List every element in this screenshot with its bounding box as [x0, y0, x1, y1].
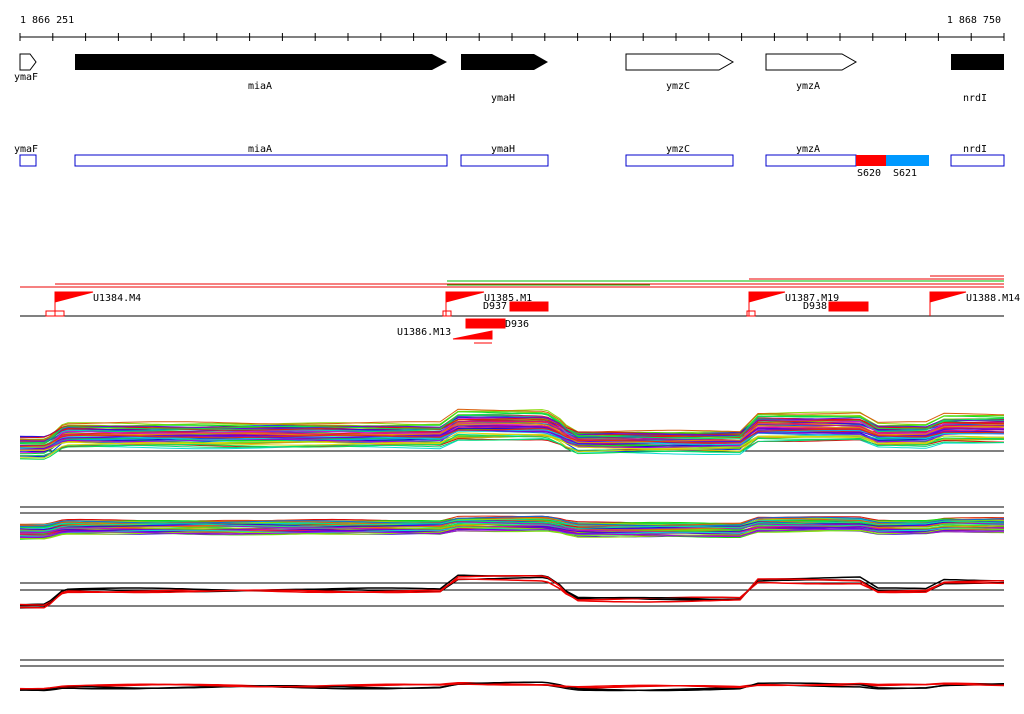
profile-line — [20, 519, 1005, 532]
feature-lines — [20, 275, 1004, 317]
feature-label: U1385.M1 — [484, 293, 532, 304]
feature-flags — [45, 291, 967, 344]
profile-line — [19, 521, 1005, 533]
feature-label: U1386.M13 — [397, 327, 451, 338]
region-label: nrdI — [963, 144, 987, 155]
gene-arrow — [19, 53, 37, 71]
region-boxes — [19, 154, 1005, 167]
profile-line — [19, 428, 1005, 447]
region-label: ymaH — [491, 144, 515, 155]
profile-line — [19, 515, 1005, 527]
profile-line — [19, 416, 1005, 443]
profile-line — [19, 578, 1005, 606]
gene-label: miaA — [248, 81, 272, 92]
region-label: ymzA — [796, 144, 820, 155]
gene-label: ymaF — [14, 72, 38, 83]
region-label: ymzC — [666, 144, 690, 155]
feature-label: D936 — [505, 319, 529, 330]
reference-lines — [20, 450, 1004, 667]
profile-line — [19, 408, 1005, 441]
region-label: ymaF — [14, 144, 38, 155]
profile-line — [19, 412, 1005, 444]
profile-line — [19, 429, 1005, 447]
feature-label: U1384.M4 — [93, 293, 141, 304]
region-label: miaA — [248, 144, 272, 155]
profile-line — [20, 575, 1004, 609]
feature-label: D938 — [803, 301, 827, 312]
gene-arrow — [951, 54, 1004, 70]
profile-line — [19, 526, 1005, 537]
profile-line — [19, 438, 1004, 457]
profile-line — [20, 682, 1005, 690]
profile-line — [19, 528, 1005, 538]
gene-arrow — [75, 54, 447, 70]
feature-label: D937 — [483, 301, 507, 312]
profile-line — [19, 422, 1005, 448]
profile-line — [19, 429, 1005, 449]
profile-line — [19, 432, 1005, 459]
ruler-start: 1 866 251 — [20, 15, 74, 26]
feature-label: U1388.M14 — [966, 293, 1020, 304]
segment-label: S620 — [857, 168, 881, 179]
expression-profiles — [19, 408, 1005, 692]
segment — [856, 155, 886, 166]
gene-arrow — [461, 54, 548, 70]
profile-line — [19, 517, 1005, 527]
gene-label: nrdI — [963, 93, 987, 104]
feature-label: U1387.M19 — [785, 293, 839, 304]
gene-label: ymzC — [666, 81, 690, 92]
ruler-ticks — [19, 33, 1005, 41]
gene-label: ymaH — [491, 93, 515, 104]
gene-arrow — [625, 53, 735, 71]
gene-label: ymzA — [796, 81, 820, 92]
gene-arrow — [765, 53, 858, 71]
profile-line — [19, 434, 1005, 460]
segment-label: S621 — [893, 168, 917, 179]
profile-line — [19, 520, 1005, 531]
ruler-end: 1 868 750 — [947, 15, 1001, 26]
segment — [886, 155, 929, 166]
profile-line — [19, 526, 1005, 540]
